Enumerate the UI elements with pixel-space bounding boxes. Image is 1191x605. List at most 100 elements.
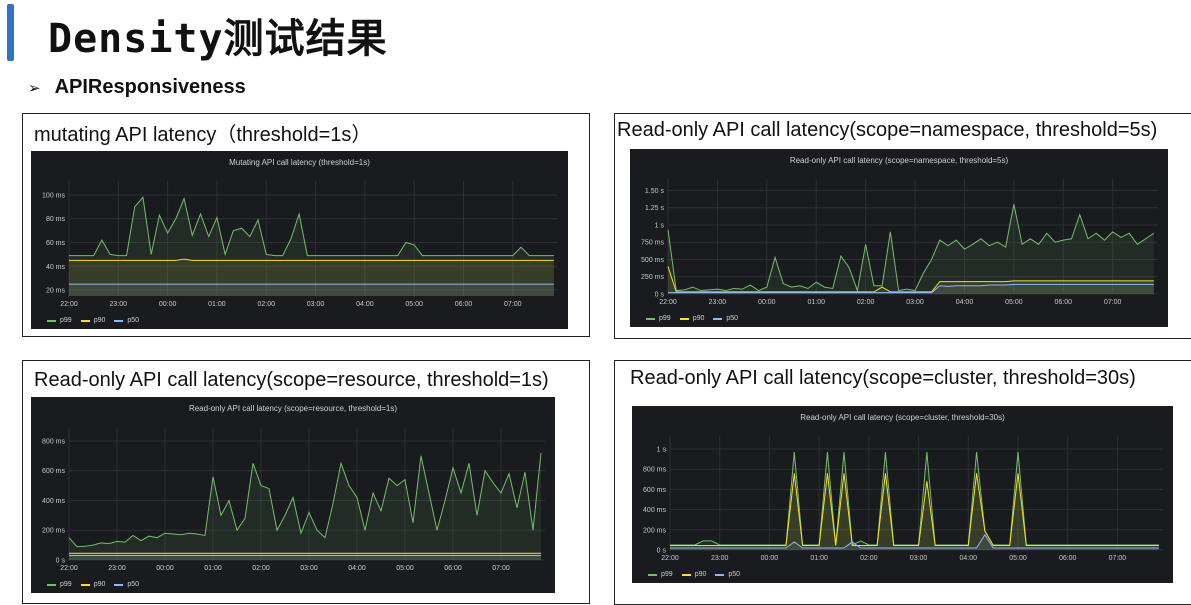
series-area-p50 <box>670 534 1159 550</box>
legend-item-p50[interactable]: p50 <box>713 315 738 322</box>
x-tick-label: 22:00 <box>60 301 78 308</box>
arrow-bullet-icon: ➢ <box>28 80 41 97</box>
legend-swatch <box>80 583 90 586</box>
chart-panel: Read-only API call latency (scope=namesp… <box>630 149 1168 327</box>
legend-label: p50 <box>127 581 140 588</box>
series-area-p50 <box>69 555 541 560</box>
section-heading-text: APIResponsiveness <box>54 76 246 98</box>
x-tick-label: 06:00 <box>455 301 473 308</box>
legend-swatch <box>47 319 56 322</box>
x-tick-label: 22:00 <box>659 299 677 306</box>
x-tick-label: 07:00 <box>492 565 510 572</box>
x-tick-label: 07:00 <box>504 301 522 308</box>
y-tick-label: 1 s <box>657 447 667 454</box>
x-tick-label: 02:00 <box>860 555 878 562</box>
y-tick-label: 100 ms <box>42 192 65 199</box>
box-heading: Read-only API call latency(scope=resourc… <box>34 369 549 391</box>
x-tick-label: 06:00 <box>444 565 462 572</box>
legend-swatch <box>646 317 655 320</box>
y-tick-label: 1 s <box>655 222 665 229</box>
slide-title: Density测试结果 <box>48 16 388 62</box>
x-tick-label: 05:00 <box>1009 555 1027 562</box>
y-tick-label: 200 ms <box>42 528 65 535</box>
x-tick-label: 00:00 <box>156 565 174 572</box>
y-tick-label: 0 s <box>657 548 667 555</box>
legend-swatch <box>713 317 723 320</box>
x-tick-label: 22:00 <box>661 555 679 562</box>
y-tick-label: 600 ms <box>643 487 666 494</box>
chart-plot: 0 s 250 ms 500 ms 750 ms 1 s 1.25 s 1.50 s 22:0… <box>641 179 1158 306</box>
y-tick-label: 80 ms <box>46 216 66 223</box>
legend-item-p90[interactable]: p90 <box>681 571 707 578</box>
y-tick-label: 600 ms <box>42 468 65 475</box>
chart-plot: 0 s 200 ms 400 ms 600 ms 800 ms 1 s 22:00 23:00… <box>643 436 1163 562</box>
x-tick-label: 00:00 <box>761 555 779 562</box>
legend-item-p99[interactable]: p99 <box>646 315 671 322</box>
y-tick-label: 1.25 s <box>645 205 665 212</box>
legend-swatch <box>80 319 90 322</box>
x-tick-label: 02:00 <box>257 301 275 308</box>
series-area-p90 <box>670 473 1159 550</box>
x-tick-label: 00:00 <box>159 301 177 308</box>
chart-title: Read-only API call latency (scope=namesp… <box>789 156 1009 165</box>
series-line-p99 <box>670 452 1159 546</box>
legend-label: p99 <box>60 317 72 324</box>
legend-swatch <box>715 573 725 576</box>
legend-item-p50[interactable]: p50 <box>715 571 740 578</box>
legend-item-p50[interactable]: p50 <box>114 317 139 324</box>
legend-item-p99[interactable]: p99 <box>47 581 72 588</box>
legend-label: p99 <box>659 315 671 322</box>
legend-label: p90 <box>692 315 705 322</box>
legend-item-p99[interactable]: p99 <box>648 571 673 578</box>
chart-plot: 20 ms 40 ms 60 ms 80 ms 100 ms 22:00 23:00 00:0… <box>42 181 558 308</box>
y-tick-label: 40 ms <box>46 264 66 271</box>
legend-label: p90 <box>694 571 707 578</box>
chart-legend: p99 p90 p50 <box>648 571 740 578</box>
series-area-p90 <box>69 259 554 296</box>
x-tick-label: 07:00 <box>1109 555 1127 562</box>
y-tick-label: 20 ms <box>46 288 66 295</box>
legend-label: p50 <box>726 315 739 322</box>
chart-legend: p99 p90 p50 <box>47 581 139 588</box>
legend-swatch <box>679 317 689 320</box>
legend-item-p90[interactable]: p90 <box>80 317 106 324</box>
chart-box-cluster: Read-only API call latency(scope=cluster… <box>614 360 1191 605</box>
chart-plot: 0 s 200 ms 400 ms 600 ms 800 ms 22:00 23:00 00:… <box>42 427 545 572</box>
legend-swatch <box>47 583 56 586</box>
y-tick-label: 0 s <box>56 558 66 565</box>
series-line-p50 <box>668 283 1154 294</box>
x-tick-label: 23:00 <box>709 299 727 306</box>
legend-swatch <box>114 319 124 322</box>
y-tick-label: 400 ms <box>643 507 666 514</box>
legend-label: p90 <box>93 317 106 324</box>
section-heading: ➢ APIResponsiveness <box>28 76 246 99</box>
x-tick-label: 01:00 <box>204 565 222 572</box>
y-tick-label: 200 ms <box>643 527 666 534</box>
x-tick-label: 04:00 <box>960 555 978 562</box>
x-tick-label: 03:00 <box>307 301 325 308</box>
legend-label: p90 <box>93 581 106 588</box>
series-line-p99 <box>667 204 1155 293</box>
y-tick-label: 60 ms <box>46 240 66 247</box>
x-tick-label: 04:00 <box>356 301 374 308</box>
y-tick-label: 800 ms <box>643 467 666 474</box>
series-line-p90 <box>667 266 1154 293</box>
legend-item-p50[interactable]: p50 <box>114 581 139 588</box>
legend-item-p90[interactable]: p90 <box>679 315 705 322</box>
chart-panel: Read-only API call latency (scope=cluste… <box>632 406 1173 583</box>
chart-title: Read-only API call latency (scope=resour… <box>188 404 398 413</box>
series-area-p99 <box>670 452 1159 550</box>
legend-item-p90[interactable]: p90 <box>80 581 106 588</box>
box-heading: mutating API latency（threshold=1s） <box>34 124 372 146</box>
legend-item-p99[interactable]: p99 <box>47 317 72 324</box>
x-tick-label: 01:00 <box>810 555 828 562</box>
y-tick-label: 250 ms <box>641 274 664 281</box>
chart-legend: p99 p90 p50 <box>646 315 738 322</box>
y-tick-label: 750 ms <box>641 240 664 247</box>
x-tick-label: 23:00 <box>711 555 729 562</box>
series-area-p99 <box>69 197 554 296</box>
chart-box-mutating: mutating API latency（threshold=1s） Mutat… <box>22 113 590 337</box>
chart-legend: p99 p90 p50 <box>47 317 139 324</box>
x-tick-label: 04:00 <box>956 299 974 306</box>
series-area-p99 <box>668 204 1154 294</box>
